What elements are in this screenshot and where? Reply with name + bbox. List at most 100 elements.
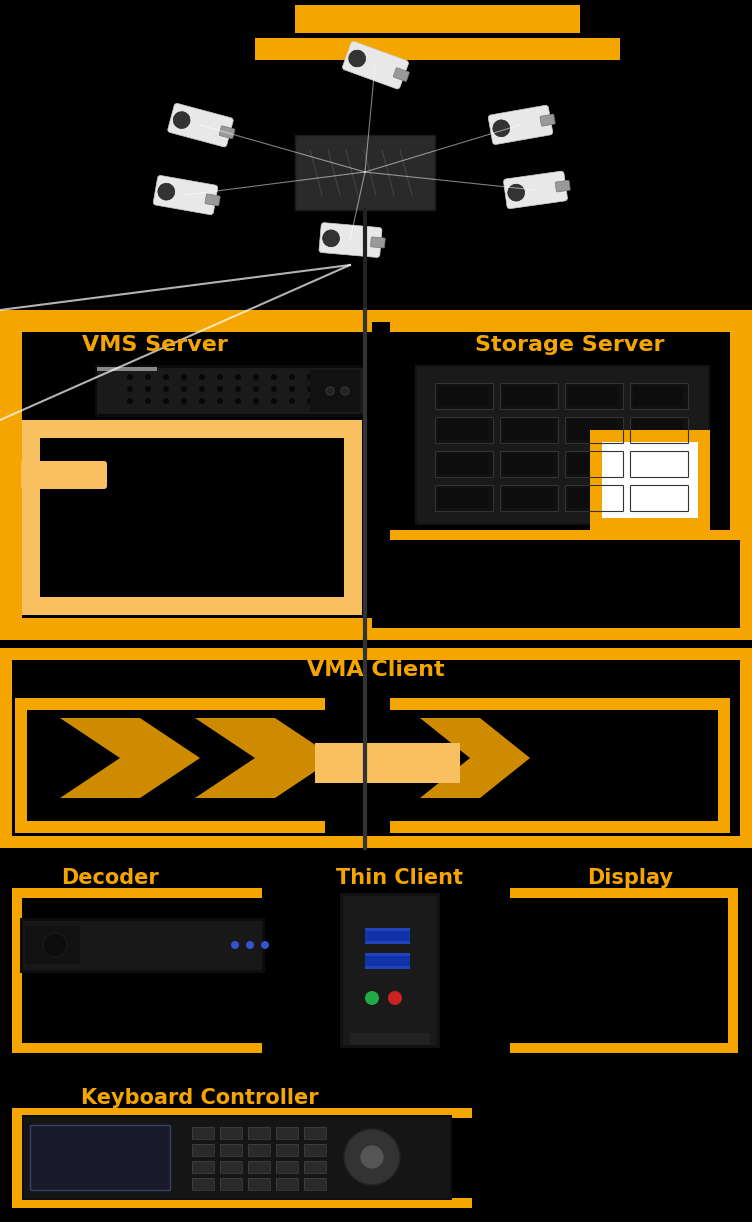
Circle shape xyxy=(325,386,331,392)
Circle shape xyxy=(508,185,525,202)
Polygon shape xyxy=(0,648,752,660)
Polygon shape xyxy=(565,451,623,477)
Polygon shape xyxy=(420,719,530,798)
Circle shape xyxy=(163,386,169,392)
Polygon shape xyxy=(343,896,437,1045)
Polygon shape xyxy=(220,1178,242,1190)
Polygon shape xyxy=(510,1044,738,1053)
Circle shape xyxy=(261,941,269,949)
Polygon shape xyxy=(220,1144,242,1156)
Circle shape xyxy=(289,386,295,392)
Polygon shape xyxy=(304,1178,326,1190)
Polygon shape xyxy=(192,1178,214,1190)
Polygon shape xyxy=(276,1178,298,1190)
Circle shape xyxy=(145,374,151,380)
Circle shape xyxy=(217,398,223,404)
Polygon shape xyxy=(97,367,157,371)
Polygon shape xyxy=(565,417,623,444)
Circle shape xyxy=(253,374,259,380)
Circle shape xyxy=(235,398,241,404)
Polygon shape xyxy=(304,1144,326,1156)
Circle shape xyxy=(145,386,151,392)
Polygon shape xyxy=(728,888,738,1053)
Polygon shape xyxy=(15,698,27,833)
Polygon shape xyxy=(503,488,553,508)
Polygon shape xyxy=(192,1127,214,1139)
Text: Storage Server: Storage Server xyxy=(475,335,665,356)
Circle shape xyxy=(365,991,379,1004)
Circle shape xyxy=(163,398,169,404)
Circle shape xyxy=(158,183,174,200)
Polygon shape xyxy=(276,1144,298,1156)
Polygon shape xyxy=(97,368,363,414)
Circle shape xyxy=(271,386,277,392)
Polygon shape xyxy=(315,743,460,783)
Polygon shape xyxy=(365,931,410,941)
Circle shape xyxy=(199,386,205,392)
Polygon shape xyxy=(500,417,558,444)
Polygon shape xyxy=(12,323,372,332)
Polygon shape xyxy=(438,455,488,474)
Polygon shape xyxy=(438,488,488,508)
Polygon shape xyxy=(417,367,708,523)
Polygon shape xyxy=(310,370,360,412)
Polygon shape xyxy=(255,38,620,60)
Polygon shape xyxy=(192,1161,214,1173)
Circle shape xyxy=(127,398,133,404)
Polygon shape xyxy=(435,382,493,409)
Circle shape xyxy=(493,120,510,137)
Circle shape xyxy=(127,386,133,392)
Polygon shape xyxy=(12,1108,472,1118)
Polygon shape xyxy=(15,821,325,833)
Polygon shape xyxy=(565,485,623,511)
Circle shape xyxy=(217,374,223,380)
Polygon shape xyxy=(22,420,40,615)
FancyBboxPatch shape xyxy=(393,67,409,82)
Polygon shape xyxy=(248,1178,270,1190)
Polygon shape xyxy=(503,386,553,406)
Circle shape xyxy=(349,50,365,67)
Circle shape xyxy=(271,398,277,404)
Polygon shape xyxy=(0,310,12,640)
Text: Keyboard Controller: Keyboard Controller xyxy=(81,1088,319,1108)
Polygon shape xyxy=(195,719,335,798)
Polygon shape xyxy=(0,310,752,323)
Polygon shape xyxy=(295,134,435,210)
Circle shape xyxy=(253,386,259,392)
Polygon shape xyxy=(568,420,618,440)
Circle shape xyxy=(323,230,339,247)
Polygon shape xyxy=(12,1108,22,1209)
Polygon shape xyxy=(503,455,553,474)
Polygon shape xyxy=(350,1033,430,1045)
Polygon shape xyxy=(390,530,740,540)
Circle shape xyxy=(235,374,241,380)
Polygon shape xyxy=(568,488,618,508)
Polygon shape xyxy=(248,1127,270,1139)
Polygon shape xyxy=(500,485,558,511)
Polygon shape xyxy=(95,365,365,417)
Circle shape xyxy=(199,374,205,380)
FancyBboxPatch shape xyxy=(205,194,220,205)
Polygon shape xyxy=(740,648,752,848)
Polygon shape xyxy=(25,926,80,964)
Polygon shape xyxy=(500,451,558,477)
Polygon shape xyxy=(630,485,688,511)
Circle shape xyxy=(307,386,313,392)
Circle shape xyxy=(307,374,313,380)
Circle shape xyxy=(181,398,187,404)
Polygon shape xyxy=(718,698,730,833)
Polygon shape xyxy=(23,921,262,970)
Polygon shape xyxy=(438,420,488,440)
Circle shape xyxy=(271,374,277,380)
Polygon shape xyxy=(304,1161,326,1173)
Polygon shape xyxy=(365,927,410,945)
Circle shape xyxy=(325,374,331,380)
Circle shape xyxy=(326,387,334,395)
Polygon shape xyxy=(568,455,618,474)
Circle shape xyxy=(199,398,205,404)
Polygon shape xyxy=(276,1127,298,1139)
Polygon shape xyxy=(344,420,362,615)
FancyBboxPatch shape xyxy=(168,104,233,147)
Circle shape xyxy=(173,111,190,128)
Circle shape xyxy=(217,386,223,392)
